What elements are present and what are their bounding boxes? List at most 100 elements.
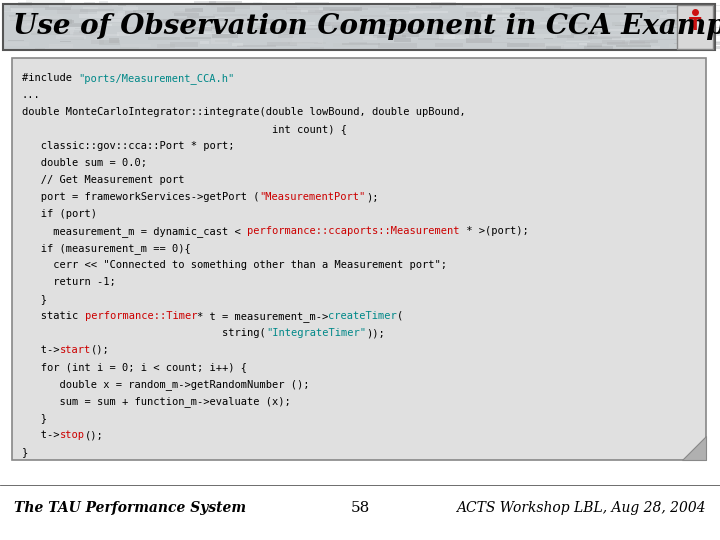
FancyBboxPatch shape — [571, 32, 598, 36]
FancyBboxPatch shape — [554, 4, 573, 8]
FancyBboxPatch shape — [172, 18, 205, 19]
FancyBboxPatch shape — [315, 10, 329, 12]
FancyBboxPatch shape — [531, 25, 560, 29]
FancyBboxPatch shape — [91, 24, 102, 27]
FancyBboxPatch shape — [253, 2, 262, 5]
FancyBboxPatch shape — [238, 45, 276, 48]
FancyBboxPatch shape — [4, 42, 29, 46]
FancyBboxPatch shape — [330, 4, 348, 6]
FancyBboxPatch shape — [295, 2, 328, 4]
FancyBboxPatch shape — [163, 23, 184, 28]
Text: performance::Timer: performance::Timer — [84, 311, 197, 321]
FancyBboxPatch shape — [364, 26, 378, 30]
FancyBboxPatch shape — [590, 9, 604, 10]
FancyBboxPatch shape — [30, 16, 46, 18]
FancyBboxPatch shape — [385, 12, 423, 15]
FancyBboxPatch shape — [687, 26, 709, 30]
FancyBboxPatch shape — [179, 8, 192, 9]
FancyBboxPatch shape — [409, 30, 426, 33]
Text: if (measurement_m == 0){: if (measurement_m == 0){ — [22, 243, 191, 254]
Text: "MeasurementPort": "MeasurementPort" — [259, 192, 366, 202]
FancyBboxPatch shape — [472, 30, 496, 32]
FancyBboxPatch shape — [566, 41, 590, 43]
FancyBboxPatch shape — [696, 5, 720, 6]
FancyBboxPatch shape — [287, 43, 326, 44]
FancyBboxPatch shape — [80, 9, 114, 12]
FancyBboxPatch shape — [199, 26, 213, 29]
FancyBboxPatch shape — [620, 20, 629, 22]
FancyBboxPatch shape — [264, 21, 273, 24]
FancyBboxPatch shape — [686, 40, 696, 43]
FancyBboxPatch shape — [53, 19, 74, 23]
FancyBboxPatch shape — [55, 27, 90, 30]
FancyBboxPatch shape — [221, 29, 259, 31]
FancyBboxPatch shape — [395, 38, 411, 43]
FancyBboxPatch shape — [200, 40, 210, 44]
Text: for (int i = 0; i < count; i++) {: for (int i = 0; i < count; i++) { — [22, 362, 247, 372]
FancyBboxPatch shape — [54, 30, 68, 33]
FancyBboxPatch shape — [109, 38, 119, 43]
FancyBboxPatch shape — [512, 18, 528, 22]
FancyBboxPatch shape — [502, 9, 520, 13]
FancyBboxPatch shape — [369, 5, 388, 6]
FancyBboxPatch shape — [451, 35, 464, 39]
FancyBboxPatch shape — [633, 26, 670, 30]
FancyBboxPatch shape — [463, 3, 501, 8]
FancyBboxPatch shape — [242, 3, 267, 5]
FancyBboxPatch shape — [62, 4, 71, 7]
FancyBboxPatch shape — [53, 30, 74, 33]
FancyBboxPatch shape — [588, 36, 621, 39]
FancyBboxPatch shape — [187, 16, 215, 17]
FancyBboxPatch shape — [482, 15, 519, 17]
FancyBboxPatch shape — [677, 5, 713, 49]
FancyBboxPatch shape — [600, 6, 626, 8]
Text: measurement_m = dynamic_cast <: measurement_m = dynamic_cast < — [22, 226, 247, 237]
FancyBboxPatch shape — [630, 40, 658, 43]
FancyBboxPatch shape — [539, 22, 567, 24]
FancyBboxPatch shape — [60, 41, 71, 43]
FancyBboxPatch shape — [431, 2, 456, 6]
FancyBboxPatch shape — [687, 4, 703, 9]
FancyBboxPatch shape — [360, 4, 389, 8]
FancyBboxPatch shape — [405, 32, 415, 33]
FancyBboxPatch shape — [558, 22, 585, 24]
FancyBboxPatch shape — [19, 3, 32, 6]
FancyBboxPatch shape — [621, 41, 645, 44]
FancyBboxPatch shape — [687, 45, 703, 48]
FancyBboxPatch shape — [232, 43, 243, 46]
Text: "ports/Measurement_CCA.h": "ports/Measurement_CCA.h" — [78, 73, 235, 84]
Text: performance::ccaports::Measurement: performance::ccaports::Measurement — [247, 226, 459, 236]
FancyBboxPatch shape — [258, 15, 269, 16]
FancyBboxPatch shape — [474, 10, 487, 14]
FancyBboxPatch shape — [118, 5, 126, 6]
FancyBboxPatch shape — [674, 43, 703, 44]
FancyBboxPatch shape — [282, 33, 304, 35]
Text: Use of Observation Component in CCA Example: Use of Observation Component in CCA Exam… — [13, 14, 720, 40]
Text: static: static — [22, 311, 84, 321]
FancyBboxPatch shape — [582, 31, 603, 32]
Text: // Get Measurement port: // Get Measurement port — [22, 175, 184, 185]
FancyBboxPatch shape — [647, 10, 663, 12]
Text: sum = sum + function_m->evaluate (x);: sum = sum + function_m->evaluate (x); — [22, 396, 291, 407]
FancyBboxPatch shape — [9, 15, 38, 17]
FancyBboxPatch shape — [580, 43, 602, 45]
FancyBboxPatch shape — [544, 38, 553, 39]
FancyBboxPatch shape — [342, 10, 354, 14]
FancyBboxPatch shape — [690, 26, 720, 28]
FancyBboxPatch shape — [411, 18, 441, 19]
FancyBboxPatch shape — [473, 42, 510, 43]
FancyBboxPatch shape — [33, 16, 63, 19]
FancyBboxPatch shape — [467, 12, 486, 17]
Polygon shape — [682, 436, 706, 460]
FancyBboxPatch shape — [670, 44, 691, 49]
FancyBboxPatch shape — [153, 33, 179, 35]
FancyBboxPatch shape — [478, 11, 511, 12]
Text: classic::gov::cca::Port * port;: classic::gov::cca::Port * port; — [22, 141, 235, 151]
FancyBboxPatch shape — [703, 34, 720, 36]
FancyBboxPatch shape — [73, 32, 96, 36]
FancyBboxPatch shape — [639, 25, 672, 26]
Text: 58: 58 — [351, 501, 369, 515]
FancyBboxPatch shape — [515, 7, 544, 11]
FancyBboxPatch shape — [567, 35, 592, 39]
FancyBboxPatch shape — [213, 14, 246, 16]
